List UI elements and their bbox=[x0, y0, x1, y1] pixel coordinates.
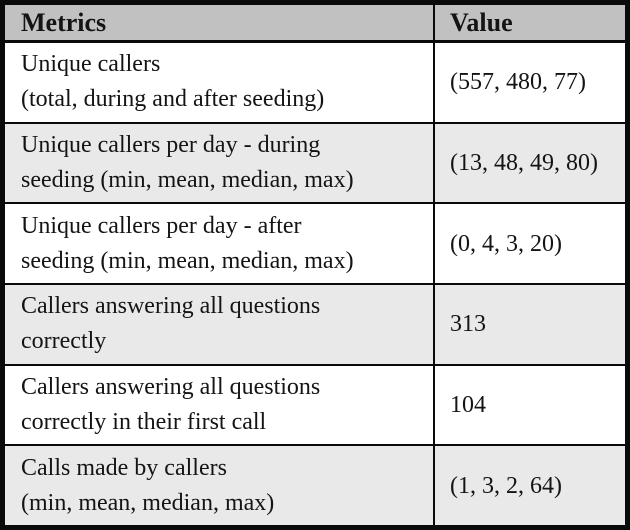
table-row-unique-callers: Unique callers (total, during and after … bbox=[5, 43, 625, 124]
table-row-all-correct: Callers answering all questions correctl… bbox=[5, 285, 625, 366]
header-metrics-label: Metrics bbox=[21, 7, 107, 37]
header-cell-value: Value bbox=[435, 5, 625, 40]
value-cell: (0, 4, 3, 20) bbox=[435, 204, 625, 283]
metric-cell: Unique callers per day - during seeding … bbox=[5, 123, 435, 203]
metric-cell: Callers answering all questions correctl… bbox=[5, 365, 435, 445]
value-cell: 104 bbox=[435, 366, 625, 445]
metric-line: Callers answering all questions bbox=[21, 374, 321, 401]
value-cell: 313 bbox=[435, 285, 625, 364]
metric-line: Unique callers per day - after bbox=[21, 212, 302, 239]
metric-line: Callers answering all questions bbox=[21, 293, 321, 320]
table-row-callers-after-seeding: Unique callers per day - after seeding (… bbox=[5, 204, 625, 286]
metric-line: correctly bbox=[21, 328, 107, 355]
metric-line: correctly in their first call bbox=[21, 409, 267, 436]
metric-line: Calls made by callers bbox=[21, 454, 227, 481]
value-text: (13, 48, 49, 80) bbox=[450, 150, 598, 176]
header-cell-metrics: Metrics bbox=[5, 5, 435, 40]
metric-cell: Calls made by callers (min, mean, median… bbox=[5, 446, 435, 526]
metric-cell: Unique callers (total, during and after … bbox=[5, 43, 435, 122]
value-cell: (13, 48, 49, 80) bbox=[435, 124, 625, 203]
table-row-callers-during-seeding: Unique callers per day - during seeding … bbox=[5, 123, 625, 205]
metric-cell: Callers answering all questions correctl… bbox=[5, 285, 435, 364]
value-text: 313 bbox=[450, 311, 486, 338]
metric-line: Unique callers bbox=[21, 51, 161, 78]
header-value-label: Value bbox=[450, 7, 513, 37]
metric-line: (min, mean, median, max) bbox=[21, 489, 275, 516]
table-row-calls-made: Calls made by callers (min, mean, median… bbox=[5, 446, 625, 526]
table-header-row: Metrics Value bbox=[5, 5, 625, 43]
value-cell: (557, 480, 77) bbox=[435, 43, 625, 122]
value-text: 104 bbox=[450, 392, 486, 419]
metric-line: seeding (min, mean, median, max) bbox=[21, 167, 354, 193]
metric-line: (total, during and after seeding) bbox=[21, 86, 325, 113]
value-text: (557, 480, 77) bbox=[450, 69, 586, 96]
value-cell: (1, 3, 2, 64) bbox=[435, 446, 625, 525]
metric-line: seeding (min, mean, median, max) bbox=[21, 247, 354, 274]
value-text: (1, 3, 2, 64) bbox=[450, 472, 562, 499]
metric-cell: Unique callers per day - after seeding (… bbox=[5, 204, 435, 284]
value-text: (0, 4, 3, 20) bbox=[450, 230, 562, 257]
metric-line: Unique callers per day - during bbox=[21, 132, 321, 158]
table-row-all-correct-first-call: Callers answering all questions correctl… bbox=[5, 365, 625, 447]
